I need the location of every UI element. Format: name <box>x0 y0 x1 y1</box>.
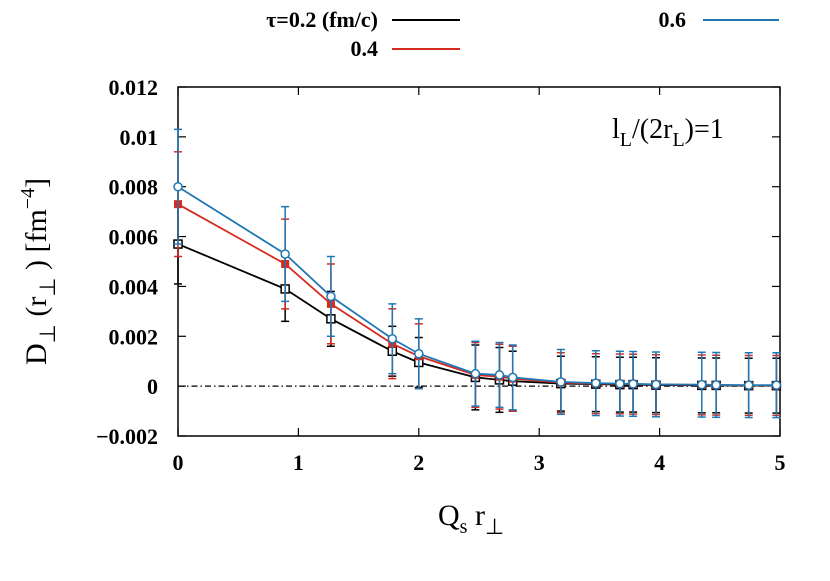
data-point <box>387 334 398 344</box>
data-point <box>173 181 183 192</box>
series-line <box>177 243 777 387</box>
legend-label-1: 0.4 <box>351 36 379 61</box>
data-point <box>711 380 721 390</box>
data-point <box>615 378 625 389</box>
data-point <box>494 370 505 380</box>
x-tick-label: 0 <box>173 450 184 475</box>
series-2 <box>173 128 782 419</box>
series-line <box>177 203 777 387</box>
data-point <box>507 372 518 383</box>
data-point <box>628 379 638 389</box>
y-tick-label: 0.012 <box>109 75 159 100</box>
x-tick-label: 1 <box>293 450 304 475</box>
y-tick-label: 0 <box>147 374 158 399</box>
y-tick-label: 0.002 <box>109 324 159 349</box>
y-tick-label: −0.002 <box>96 424 158 449</box>
y-tick-label: 0.006 <box>109 225 159 250</box>
series-line <box>177 185 777 387</box>
ticks: 0 1 2 3 4 5 −0.002 0 0.002 0.004 0.006 0.008 0.01 0.0… <box>96 75 786 475</box>
legend-label-2: 0.6 <box>659 7 687 32</box>
y-tick-label: 0.004 <box>109 274 159 299</box>
y-axis-title: D⊥ (r⊥ ) [fm−4] <box>17 178 60 365</box>
y-tick-label: 0.01 <box>120 125 159 150</box>
data-point <box>651 379 661 390</box>
data-point <box>771 380 782 390</box>
data-point <box>556 377 566 387</box>
x-tick-label: 4 <box>654 450 665 475</box>
x-tick-label: 2 <box>413 450 424 475</box>
data-point <box>696 379 707 390</box>
series-0 <box>173 203 782 414</box>
legend-label-0: τ=0.2 (fm/c) <box>266 7 378 32</box>
legend: τ=0.2 (fm/c) 0.4 0.6 <box>266 7 779 61</box>
data-point <box>591 378 601 388</box>
x-axis-title: Qs r⊥ <box>438 499 504 539</box>
data-point <box>470 368 481 379</box>
series-group <box>173 128 782 419</box>
data-point <box>743 380 754 390</box>
annotation: lL/(2rL)=1 <box>612 114 724 151</box>
x-tick-label: 3 <box>534 450 545 475</box>
data-point <box>326 291 336 302</box>
x-tick-label: 5 <box>775 450 786 475</box>
data-point <box>414 348 424 359</box>
y-tick-label: 0.008 <box>109 175 159 200</box>
data-point <box>280 249 290 259</box>
